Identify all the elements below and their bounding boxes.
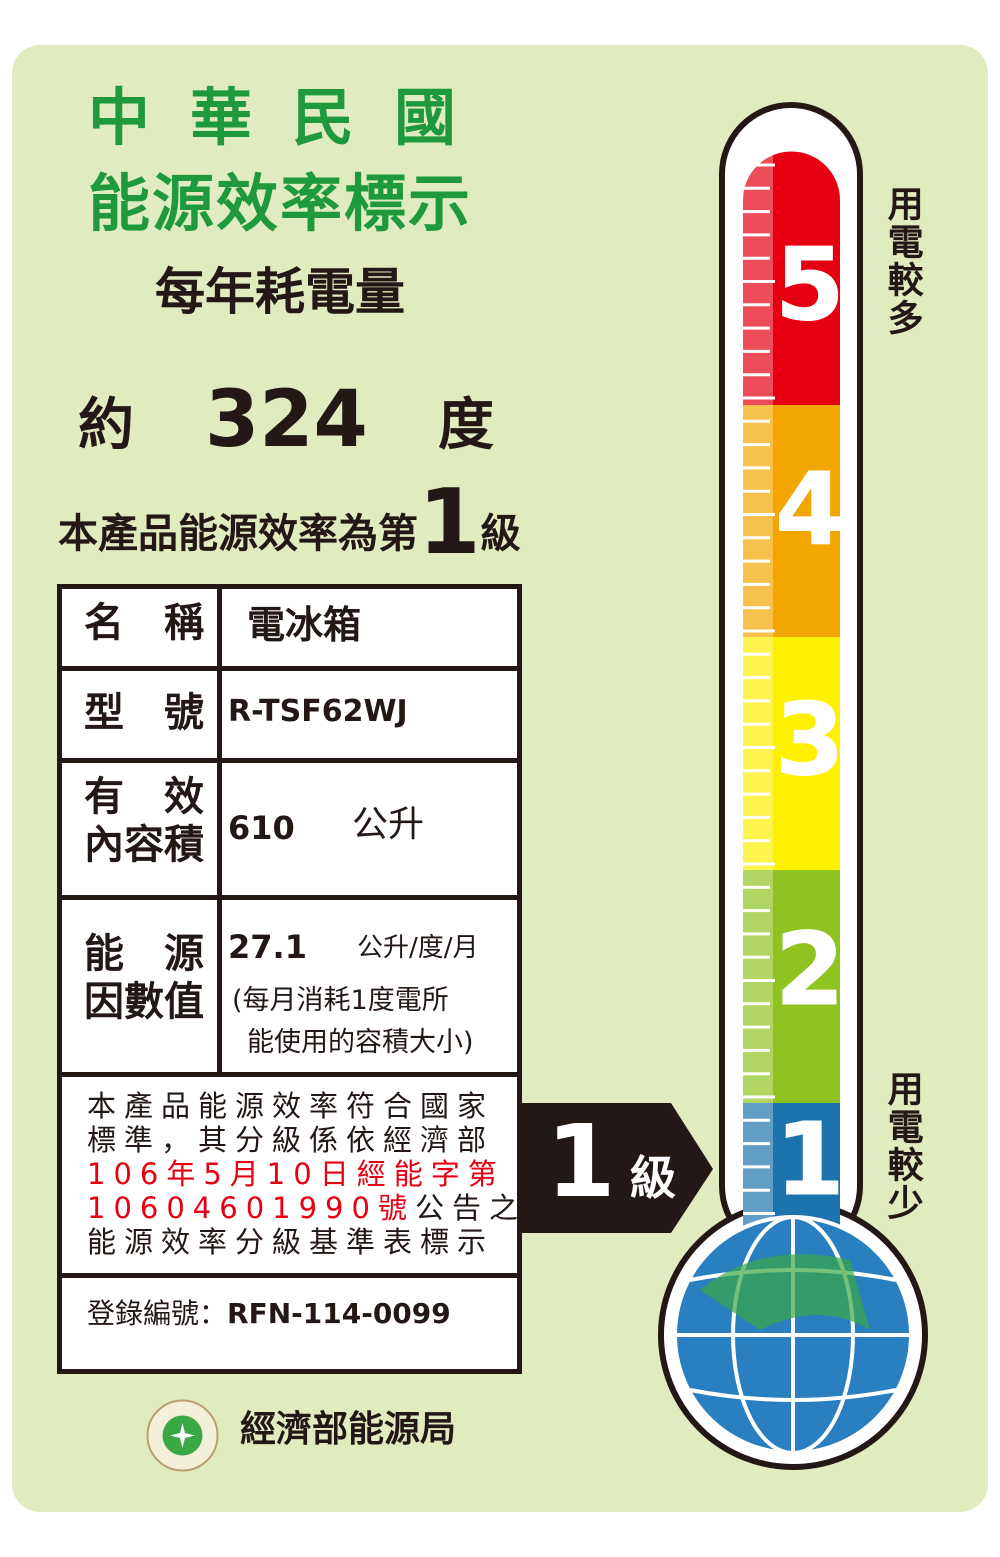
label-volume: 有 效內容積 — [62, 763, 222, 895]
grade-text-before: 本產品能源效率為第 — [58, 511, 418, 557]
title-label: 能源效率標示 — [88, 167, 473, 240]
registration-label: 登錄編號： — [87, 1297, 228, 1330]
label-name: 名 稱 — [62, 589, 222, 666]
band-3 — [743, 637, 840, 870]
regulation-notice: 本產品能源效率符合國家 標準，其分級係依經濟部 106年5月10日經能字第 10… — [87, 1089, 526, 1259]
notice-line: 公告之 — [414, 1191, 526, 1225]
label-volume-2: 內容積 — [84, 822, 204, 868]
row-factor: 能 源因數值 27.1 公升/度/月 (每月消耗1度電所 能使用的容積大小) — [62, 900, 517, 1077]
row-model: 型 號 R-TSF62WJ — [62, 671, 517, 763]
thermometer-scale — [658, 102, 928, 1470]
title-country: 中華民國 — [88, 81, 497, 154]
factor-note-1: (每月消耗1度電所 — [232, 985, 449, 1016]
arrow-grade: 1 — [546, 1103, 616, 1220]
notice-line: 本產品能源效率符合國家 — [87, 1089, 495, 1123]
band-2 — [743, 870, 840, 1103]
grade-arrow — [521, 1103, 713, 1233]
value-model: R-TSF62WJ — [228, 694, 408, 729]
value-name: 電冰箱 — [247, 603, 362, 647]
value-volume: 610 — [228, 809, 295, 847]
bureau-name: 經濟部能源局 — [240, 1409, 457, 1450]
arrow-grade-label: 級 — [630, 1151, 676, 1205]
notice-line: 106年5月10日經能字第 — [87, 1157, 505, 1191]
label-factor-2: 因數值 — [84, 979, 204, 1025]
level-4: 4 — [775, 451, 846, 568]
unit-volume: 公升 — [352, 804, 425, 845]
label-factor: 能 源因數值 — [62, 900, 222, 1072]
factor-note-2: 能使用的容積大小) — [247, 1027, 474, 1058]
spec-table: 名 稱 電冰箱 型 號 R-TSF62WJ 有 效內容積 610 公升 能 源因… — [57, 584, 522, 1374]
grade-statement: 本產品能源效率為第1級 — [58, 478, 521, 568]
consumption-prefix: 約 — [78, 393, 134, 458]
notice-number: 10604601990號 — [87, 1191, 415, 1225]
value-factor: 27.1 — [228, 928, 307, 966]
level-2: 2 — [775, 911, 846, 1028]
grade-number: 1 — [418, 470, 481, 575]
more-power-label: 用電較多 — [881, 185, 923, 337]
registration-number: RFN-114-0099 — [227, 1297, 451, 1330]
consumption-value: 324 — [205, 375, 368, 465]
grade-text-after: 級 — [480, 511, 521, 557]
band-5 — [743, 151, 840, 405]
less-power-label: 用電較少 — [881, 1070, 923, 1222]
level-1: 1 — [775, 1101, 846, 1218]
notice-line: 能源效率分級基準表標示 — [87, 1225, 495, 1259]
divider — [62, 1273, 517, 1278]
bureau-of-energy-logo — [146, 1399, 219, 1472]
registration: 登錄編號：RFN-114-0099 — [87, 1297, 451, 1330]
label-volume-1: 有 效 — [84, 774, 204, 820]
unit-factor: 公升/度/月 — [357, 933, 479, 963]
consumption-unit: 度 — [438, 393, 494, 458]
level-5: 5 — [775, 226, 846, 343]
level-3: 3 — [775, 681, 846, 798]
label-model: 型 號 — [62, 671, 222, 758]
row-volume: 有 效內容積 610 公升 — [62, 763, 517, 900]
row-name: 名 稱 電冰箱 — [62, 589, 517, 671]
label-factor-1: 能 源 — [84, 931, 204, 977]
subtitle: 每年耗電量 — [155, 263, 405, 321]
notice-line: 標準，其分級係依經濟部 — [87, 1123, 495, 1157]
